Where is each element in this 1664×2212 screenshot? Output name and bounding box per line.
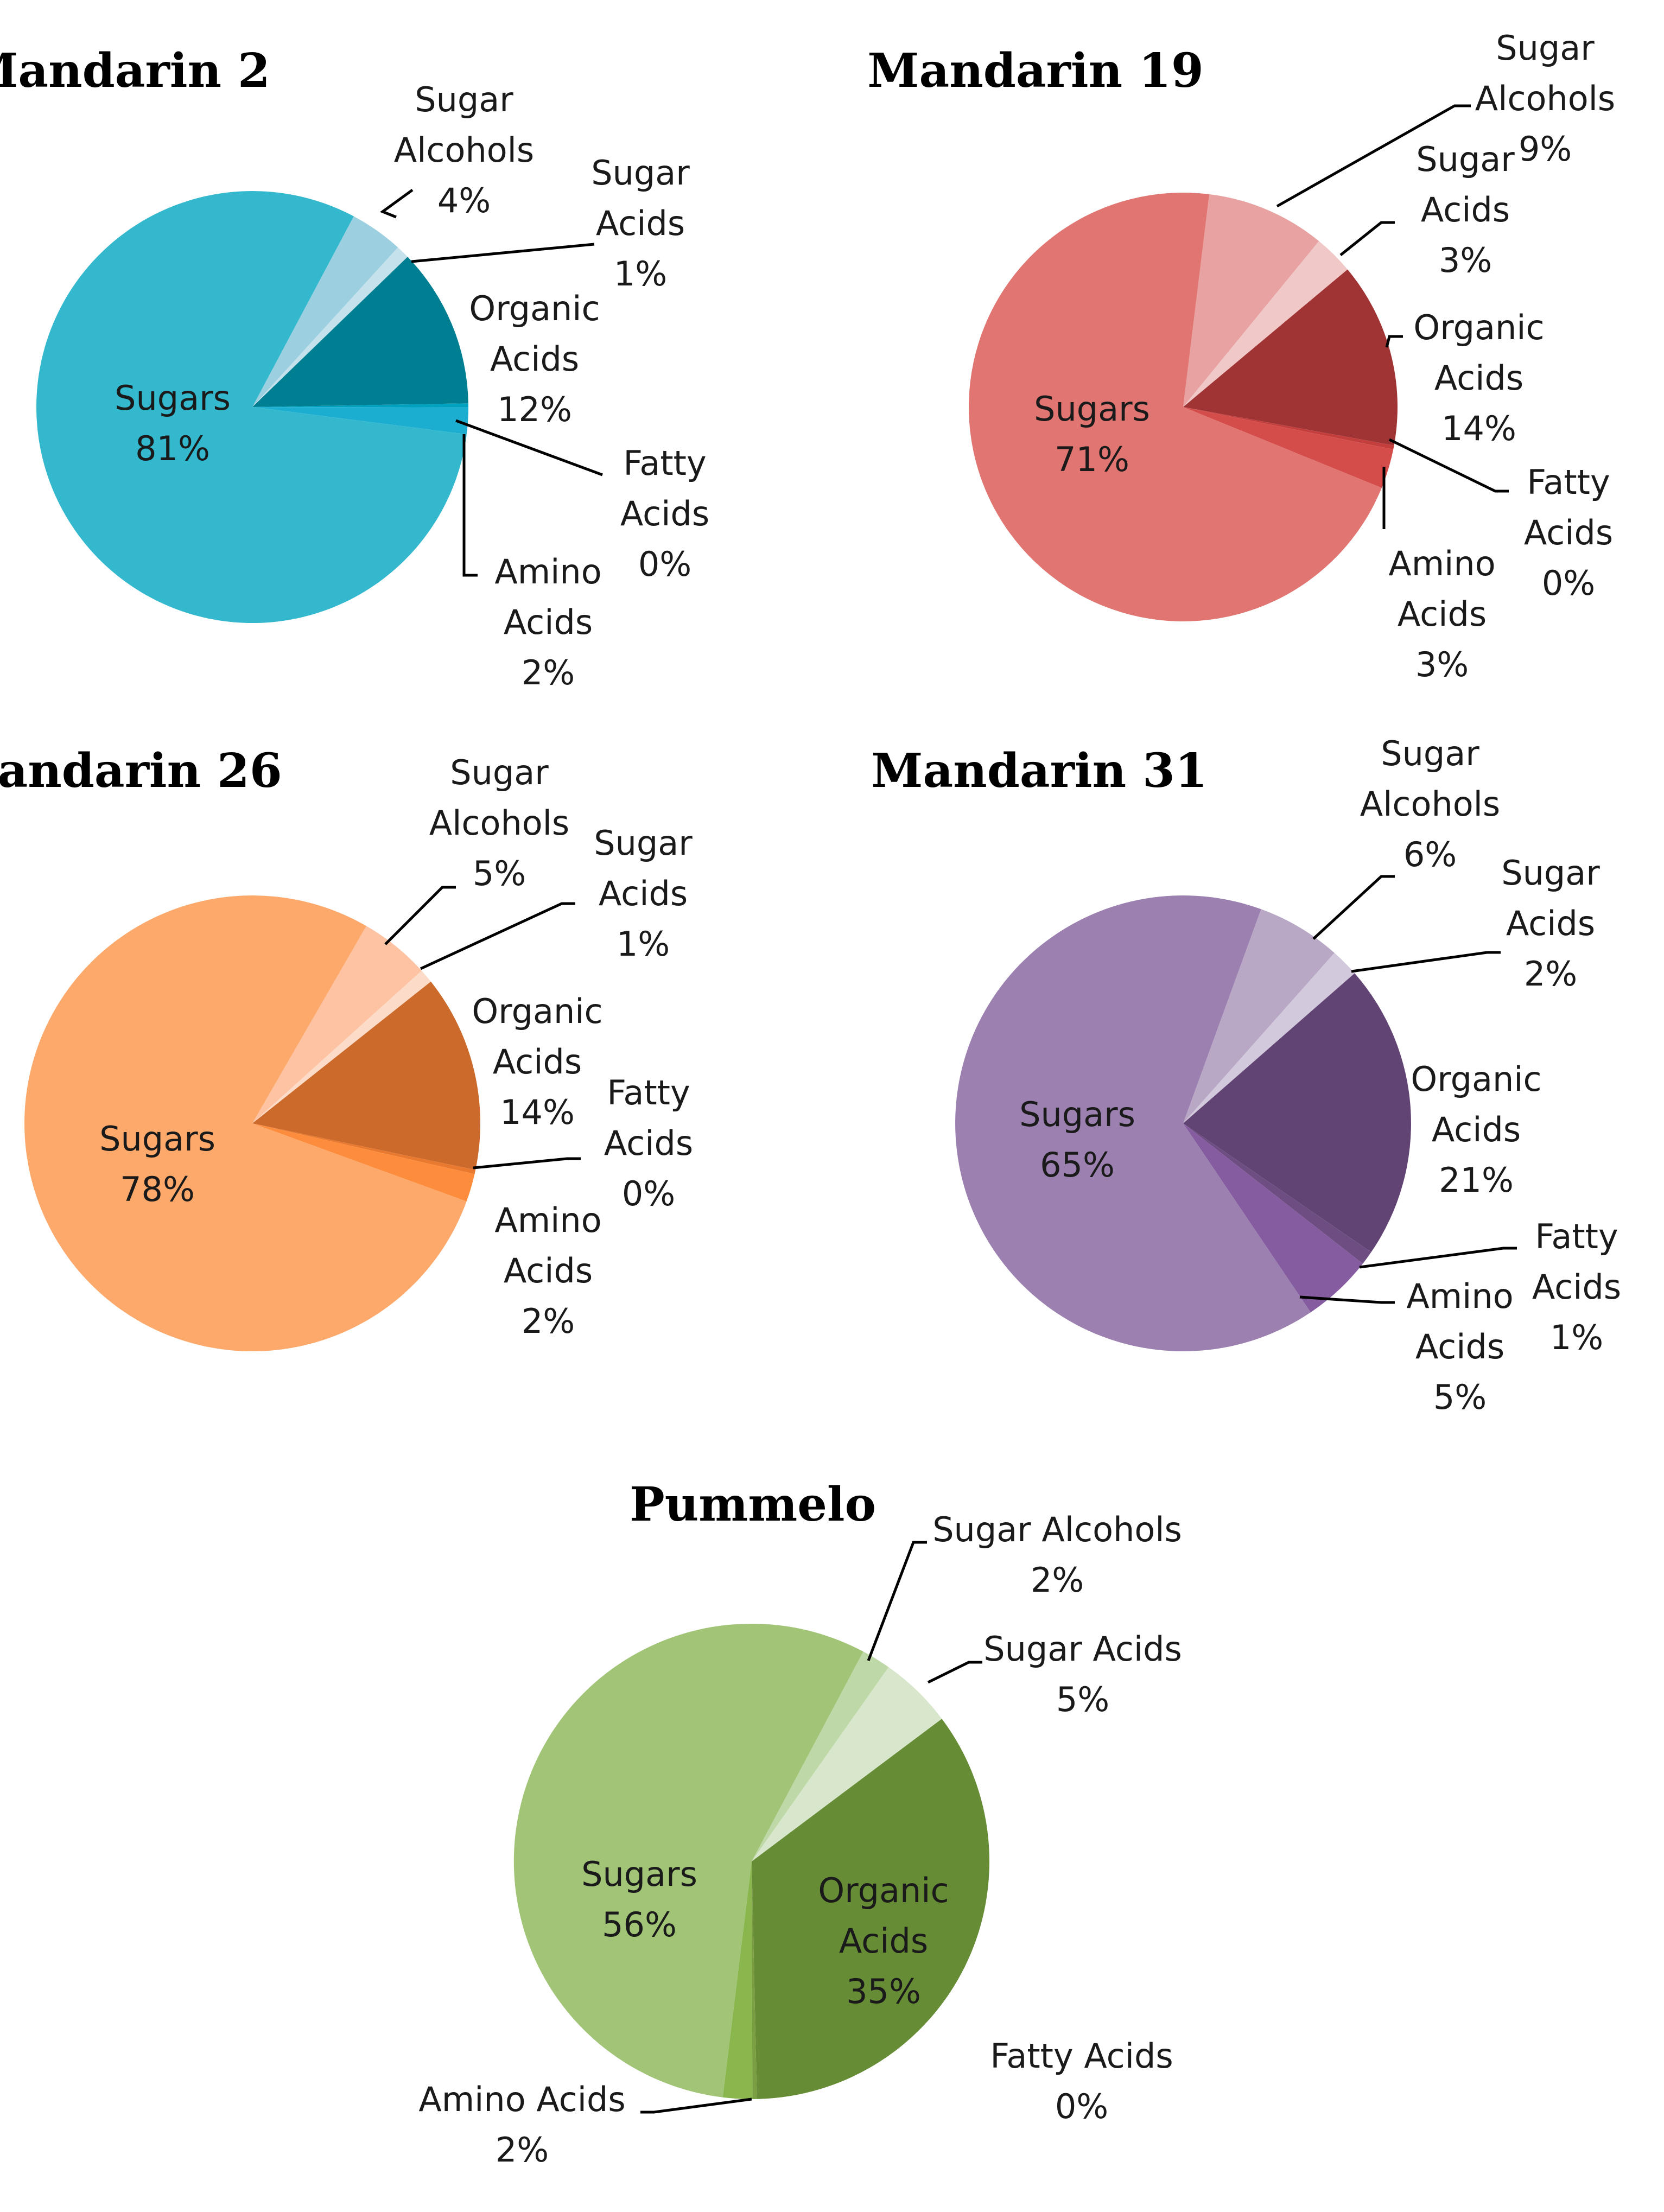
- mandarin-26-slice-fatty-acids: [252, 1123, 476, 1174]
- mandarin-19-label-sugar-alcohols: Sugar Alcohols 9%: [1475, 28, 1615, 169]
- mandarin-31-slice-organic-acids: [1183, 973, 1411, 1253]
- mandarin-2-leader-amino-acids: [462, 434, 478, 577]
- mandarin-31-pie-chart: Mandarin 31 Sugar Alcohols 6% Sugar Acids 2% Or…: [871, 734, 1621, 1417]
- mandarin-26-slice-amino-acids: [252, 1123, 475, 1202]
- mandarin-31-title: Mandarin 31: [871, 743, 1207, 798]
- mandarin-31-slice-sugars: [955, 895, 1311, 1352]
- mandarin-2-slice-organic-acids: [252, 257, 468, 407]
- mandarin-19-leader-organic-acids: [1385, 335, 1403, 348]
- mandarin-2-slice-sugar-alcohols: [252, 216, 398, 407]
- mandarin-26-leader-sugar-alcohols: [384, 886, 456, 945]
- mandarin-26-label-sugar-acids: Sugar Acids 1%: [594, 823, 693, 964]
- pummelo-label-amino-acids: Amino Acids 2%: [418, 2080, 625, 2170]
- mandarin-2-leader-sugar-alcohols: [379, 188, 414, 219]
- mandarin-26-slice-sugar-acids: [252, 970, 431, 1123]
- mandarin-19-slice-organic-acids: [1183, 269, 1398, 446]
- mandarin-31-label-sugar-acids: Sugar Acids 2%: [1501, 853, 1600, 994]
- mandarin-19-label-sugar-acids: Sugar Acids 3%: [1416, 139, 1515, 280]
- mandarin-19-label-organic-acids: Organic Acids 14%: [1413, 308, 1544, 448]
- mandarin-19-label-sugars: Sugars 71%: [1034, 389, 1150, 479]
- mandarin-31-label-amino-acids: Amino Acids 5%: [1406, 1276, 1513, 1417]
- mandarin-19-slice-amino-acids: [1183, 407, 1394, 488]
- mandarin-19-leader-sugar-acids: [1339, 221, 1395, 256]
- pummelo-label-sugar-acids: Sugar Acids 5%: [983, 1629, 1182, 1719]
- mandarin-2-label-sugars: Sugars 81%: [115, 378, 231, 468]
- pummelo-slice-sugar-acids: [752, 1667, 942, 1861]
- mandarin-26-title: Mandarin 26: [0, 743, 282, 798]
- mandarin-31-slice-amino-acids: [1183, 1123, 1363, 1313]
- mandarin-2-label-fatty-acids: Fatty Acids 0%: [620, 443, 709, 584]
- mandarin-19-title: Mandarin 19: [867, 43, 1203, 98]
- mandarin-2-slice-sugars: [36, 191, 467, 624]
- pummelo-slice-sugar-alcohols: [752, 1651, 889, 1861]
- pummelo-leader-sugar-acids: [927, 1661, 982, 1684]
- mandarin-2-title: Mandarin 2: [0, 43, 270, 98]
- pummelo-leader-sugar-alcohols: [867, 1541, 927, 1661]
- pummelo-label-organic-acids: Organic Acids 35%: [818, 1871, 949, 2011]
- mandarin-26-slice-organic-acids: [252, 981, 480, 1170]
- mandarin-26-label-fatty-acids: Fatty Acids 0%: [604, 1073, 693, 1213]
- mandarin-19-slice-fatty-acids: [1183, 407, 1394, 450]
- mandarin-31-leader-amino-acids: [1299, 1295, 1395, 1304]
- mandarin-26-leader-fatty-acids: [473, 1157, 581, 1169]
- mandarin-26-label-sugars: Sugars 78%: [99, 1119, 215, 1209]
- mandarin-31-slice-fatty-acids: [1183, 1123, 1371, 1264]
- mandarin-2-slice-fatty-acids: [252, 403, 468, 408]
- mandarin-19-label-amino-acids: Amino Acids 3%: [1388, 544, 1495, 684]
- mandarin-31-label-fatty-acids: Fatty Acids 1%: [1532, 1217, 1621, 1357]
- mandarin-31-leader-sugar-alcohols: [1312, 875, 1395, 940]
- mandarin-26-label-organic-acids: Organic Acids 14%: [472, 991, 602, 1132]
- pummelo-slice-organic-acids: [752, 1719, 990, 2099]
- mandarin-31-leader-fatty-acids: [1359, 1247, 1517, 1269]
- mandarin-19-slice-sugars: [968, 192, 1382, 621]
- mandarin-19-label-fatty-acids: Fatty Acids 0%: [1524, 462, 1613, 603]
- mandarin-31-slice-sugar-alcohols: [1183, 909, 1335, 1123]
- pummelo-label-sugars: Sugars 56%: [581, 1854, 697, 1944]
- mandarin-26-slice-sugar-alcohols: [252, 926, 422, 1123]
- mandarin-26-slice-sugars: [24, 895, 467, 1352]
- mandarin-2-leader-fatty-acids: [455, 419, 603, 476]
- pummelo-label-sugar-alcohols: Sugar Alcohols 2%: [932, 1510, 1182, 1600]
- mandarin-31-leader-sugar-acids: [1351, 951, 1501, 973]
- mandarin-2-label-organic-acids: Organic Acids 12%: [469, 289, 600, 429]
- mandarin-19-leader-fatty-acids: [1388, 438, 1509, 493]
- pummelo-pie-chart: Pummelo Sugar Alcohols 2% Sugar Acids 5% Orga…: [418, 1477, 1182, 2170]
- pummelo-slice-amino-acids: [722, 1861, 753, 2100]
- mandarin-31-label-sugar-alcohols: Sugar Alcohols 6%: [1360, 734, 1500, 874]
- mandarin-31-slice-sugar-acids: [1183, 952, 1355, 1123]
- pummelo-slice-sugars: [513, 1623, 863, 2097]
- mandarin-31-label-sugars: Sugars 65%: [1019, 1095, 1135, 1185]
- mandarin-26-leader-sugar-acids: [420, 902, 575, 970]
- pummelo-leader-amino-acids: [640, 2097, 752, 2114]
- mandarin-2-slice-sugar-acids: [252, 247, 408, 407]
- mandarin-2-label-sugar-alcohols: Sugar Alcohols 4%: [394, 80, 534, 220]
- pummelo-title: Pummelo: [630, 1477, 876, 1532]
- mandarin-19-slice-sugar-alcohols: [1183, 194, 1319, 407]
- mandarin-19-pie-chart: Mandarin 19 Sugar Alcohols 9%Sugar Acids 3% Or…: [867, 28, 1615, 684]
- mandarin-31-label-organic-acids: Organic Acids 21%: [1411, 1059, 1541, 1200]
- mandarin-2-label-sugar-acids: Sugar Acids 1%: [591, 153, 690, 294]
- mandarin-19-slice-sugar-acids: [1183, 241, 1348, 407]
- mandarin-2-slice-amino-acids: [252, 407, 468, 435]
- mandarin-2-leader-sugar-acids: [411, 243, 595, 263]
- mandarin-26-label-amino-acids: Amino Acids 2%: [494, 1200, 601, 1341]
- mandarin-2-label-amino-acids: Amino Acids 2%: [494, 552, 601, 692]
- pummelo-label-fatty-acids: Fatty Acids 0%: [990, 2036, 1173, 2126]
- mandarin-26-label-sugar-alcohols: Sugar Alcohols 5%: [429, 753, 569, 893]
- pummelo-slice-fatty-acids: [752, 1861, 757, 2099]
- mandarin-19-leader-sugar-alcohols: [1276, 104, 1471, 208]
